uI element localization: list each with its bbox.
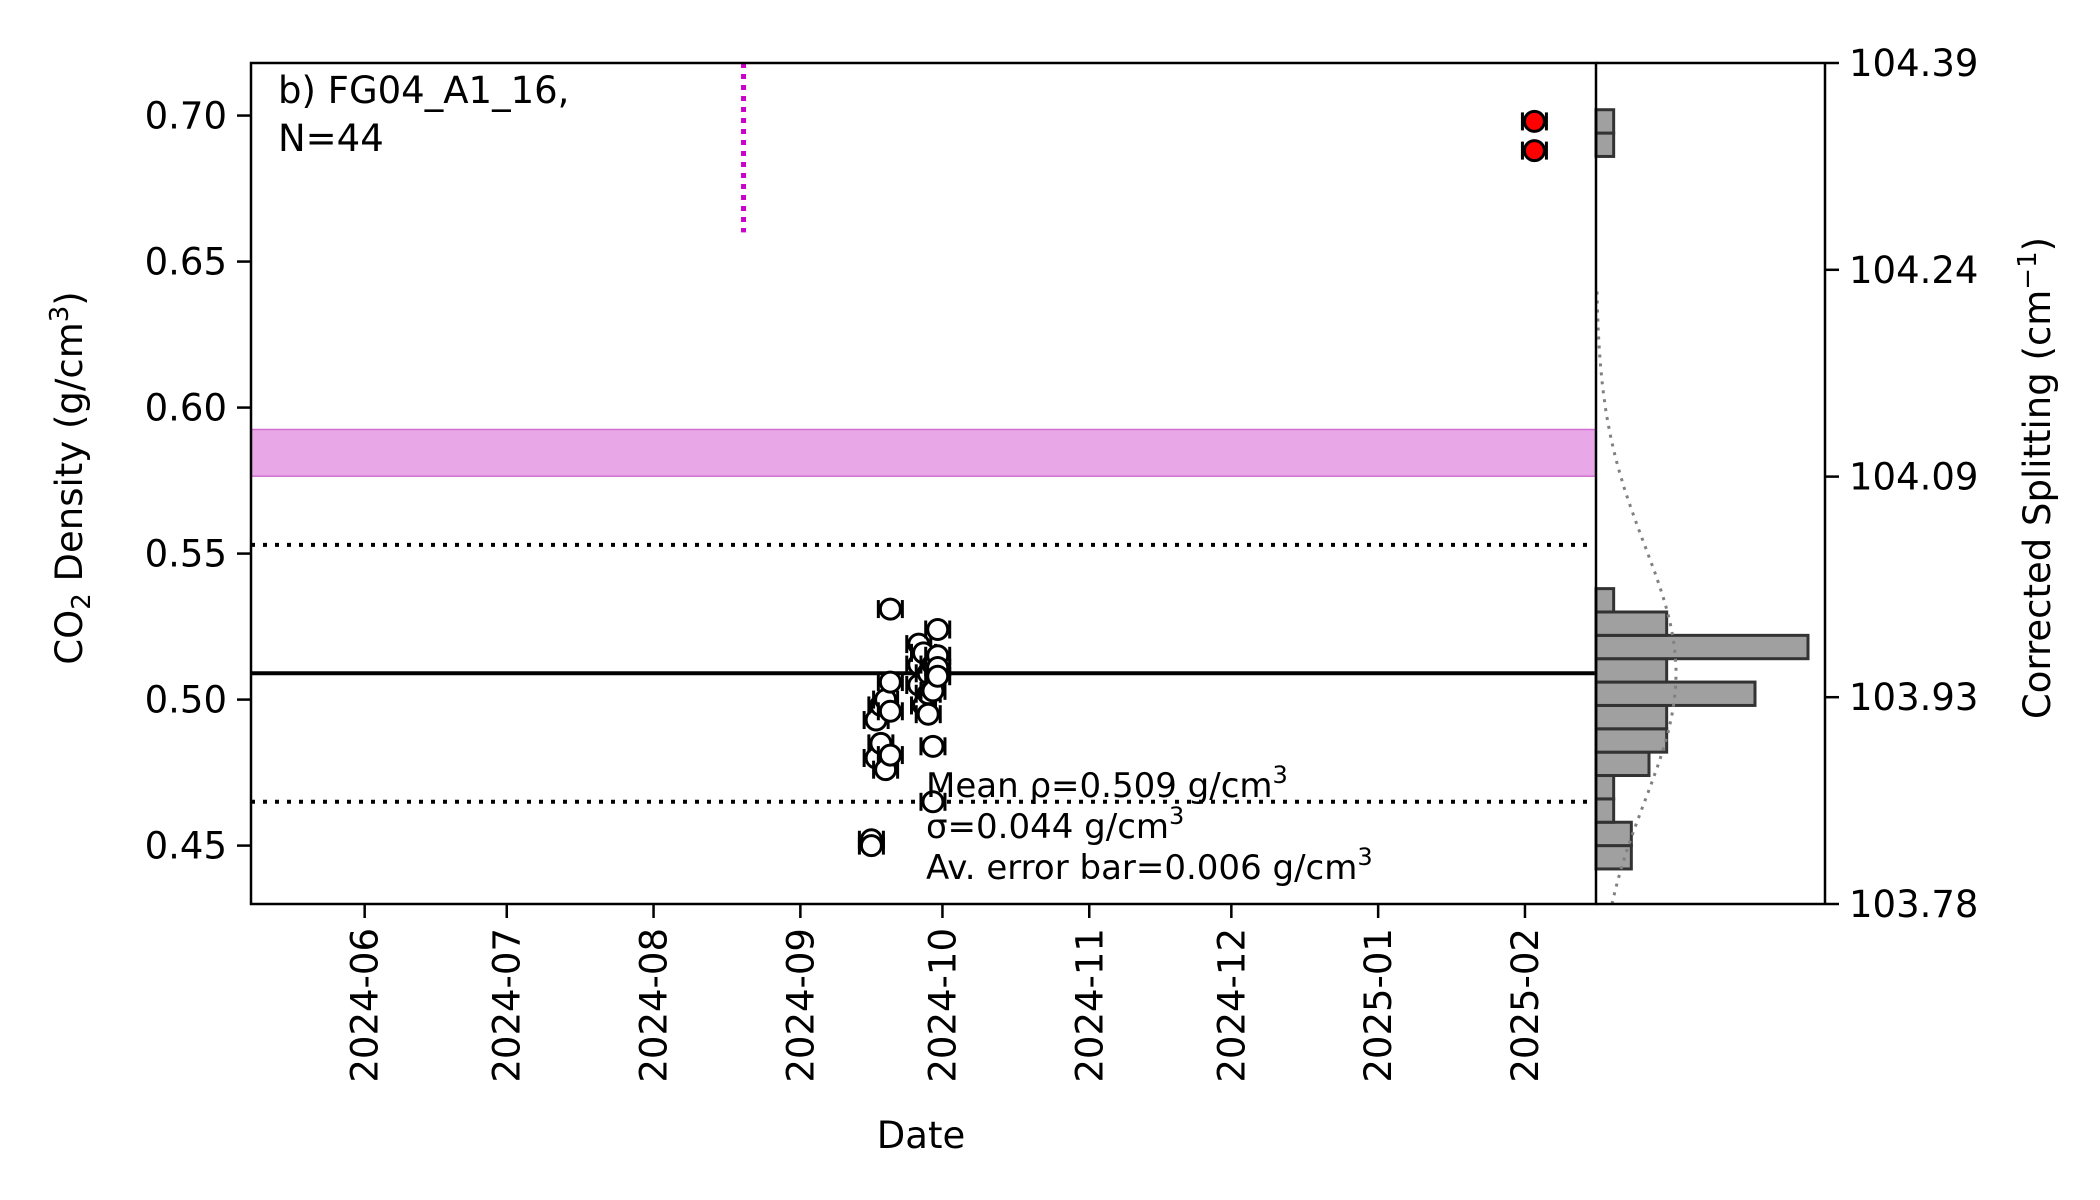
point-marker — [926, 664, 950, 688]
outlier-marker — [1522, 139, 1546, 163]
y-tick-label: 0.50 — [145, 679, 227, 722]
point-marker — [859, 834, 883, 858]
annotation-error-bar: Av. error bar=0.006 g/cm3 — [926, 843, 1373, 888]
axes: 0.45 0.50 0.55 0.60 0.65 0.70 2024-06 2024-07 20… — [145, 42, 1979, 1083]
data-point — [876, 670, 904, 694]
histogram-bar — [1594, 610, 1669, 637]
histogram-bar — [1594, 750, 1651, 778]
x-tick-label: 2024-09 — [779, 928, 822, 1083]
y2-tick-label: 103.93 — [1849, 676, 1978, 719]
histogram-bar — [1594, 820, 1633, 848]
data-point — [919, 790, 947, 814]
y2-tick-label: 104.09 — [1849, 456, 1978, 499]
data-point — [876, 699, 904, 723]
point-marker — [878, 597, 902, 621]
x-tick-label: 2024-07 — [486, 928, 529, 1083]
y2-axis-label-superscript: −1 — [2013, 251, 2043, 289]
y-axis-label-part: CO — [48, 610, 91, 665]
data-point — [924, 664, 952, 688]
y2-tick-label: 104.39 — [1849, 42, 1978, 85]
y-axis-label-superscript: 3 — [45, 306, 75, 323]
gaussian-fit-curve — [1595, 290, 1678, 905]
histogram-bar — [1594, 727, 1669, 754]
reference-band — [250, 428, 1597, 477]
y-axis-label-part: ) — [48, 291, 91, 305]
histogram-bar — [1594, 797, 1616, 824]
x-tick-label: 2025-01 — [1357, 928, 1400, 1083]
outlier-point — [1520, 109, 1548, 133]
y-axis-label-subscript: 2 — [67, 593, 97, 610]
histogram-bar — [1594, 703, 1669, 731]
histogram-bar — [1594, 657, 1669, 684]
x-axis-label: Date — [877, 1114, 965, 1157]
x-tick-label: 2024-06 — [344, 928, 387, 1083]
data-point — [919, 734, 947, 758]
histogram-bar — [1594, 587, 1616, 614]
x-tick-label: 2025-02 — [1504, 928, 1547, 1083]
y-tick-label: 0.45 — [145, 825, 227, 868]
data-point — [924, 618, 952, 642]
y-tick-label: 0.55 — [145, 533, 227, 576]
histogram-bar — [1594, 774, 1616, 801]
y2-axis-label-part: Corrected Splitting (cm — [2016, 290, 2059, 719]
annotation-mean: Mean ρ=0.509 g/cm3 — [926, 761, 1288, 806]
x-tick-label: 2024-11 — [1068, 928, 1111, 1083]
histogram-bar — [1594, 131, 1616, 158]
statistics-annotation: Mean ρ=0.509 g/cm3 σ=0.044 g/cm3 Av. err… — [926, 761, 1373, 888]
x-tick-label: 2024-10 — [921, 928, 964, 1083]
x-tick-label: 2024-12 — [1210, 928, 1253, 1083]
outlier-marker — [1522, 109, 1546, 133]
y-tick-label: 0.60 — [145, 387, 227, 430]
y2-tick-label: 104.24 — [1849, 249, 1978, 292]
point-marker — [878, 670, 902, 694]
sample-count: N=44 — [278, 117, 384, 160]
x-tick-label: 2024-08 — [633, 928, 676, 1083]
point-marker — [921, 790, 945, 814]
y-tick-label: 0.70 — [145, 95, 227, 138]
data-point — [876, 743, 904, 767]
point-marker — [878, 699, 902, 723]
point-marker — [921, 734, 945, 758]
plot-area — [250, 63, 1597, 858]
point-marker — [926, 618, 950, 642]
y2-axis-label: Corrected Splitting (cm−1) — [2013, 237, 2059, 719]
data-point — [857, 834, 885, 858]
data-point — [914, 702, 942, 726]
y-tick-label: 0.65 — [145, 241, 227, 284]
outlier-point — [1520, 139, 1548, 163]
y2-tick-label: 103.78 — [1849, 883, 1978, 926]
main-plot-frame — [249, 61, 1598, 906]
annotation-sigma: σ=0.044 g/cm3 — [926, 802, 1184, 847]
point-marker — [878, 743, 902, 767]
data-point — [876, 597, 904, 621]
y-axis-label-part: Density (g/cm — [48, 322, 91, 593]
point-marker — [916, 702, 940, 726]
histogram-bar — [1594, 108, 1616, 135]
panel-label: b) FG04_A1_16, — [278, 69, 569, 112]
y-axis-label: CO2 Density (g/cm3) — [45, 291, 97, 664]
histogram-bar — [1594, 680, 1757, 707]
histogram-bar — [1594, 633, 1810, 661]
y2-axis-label-part: ) — [2016, 237, 2059, 251]
